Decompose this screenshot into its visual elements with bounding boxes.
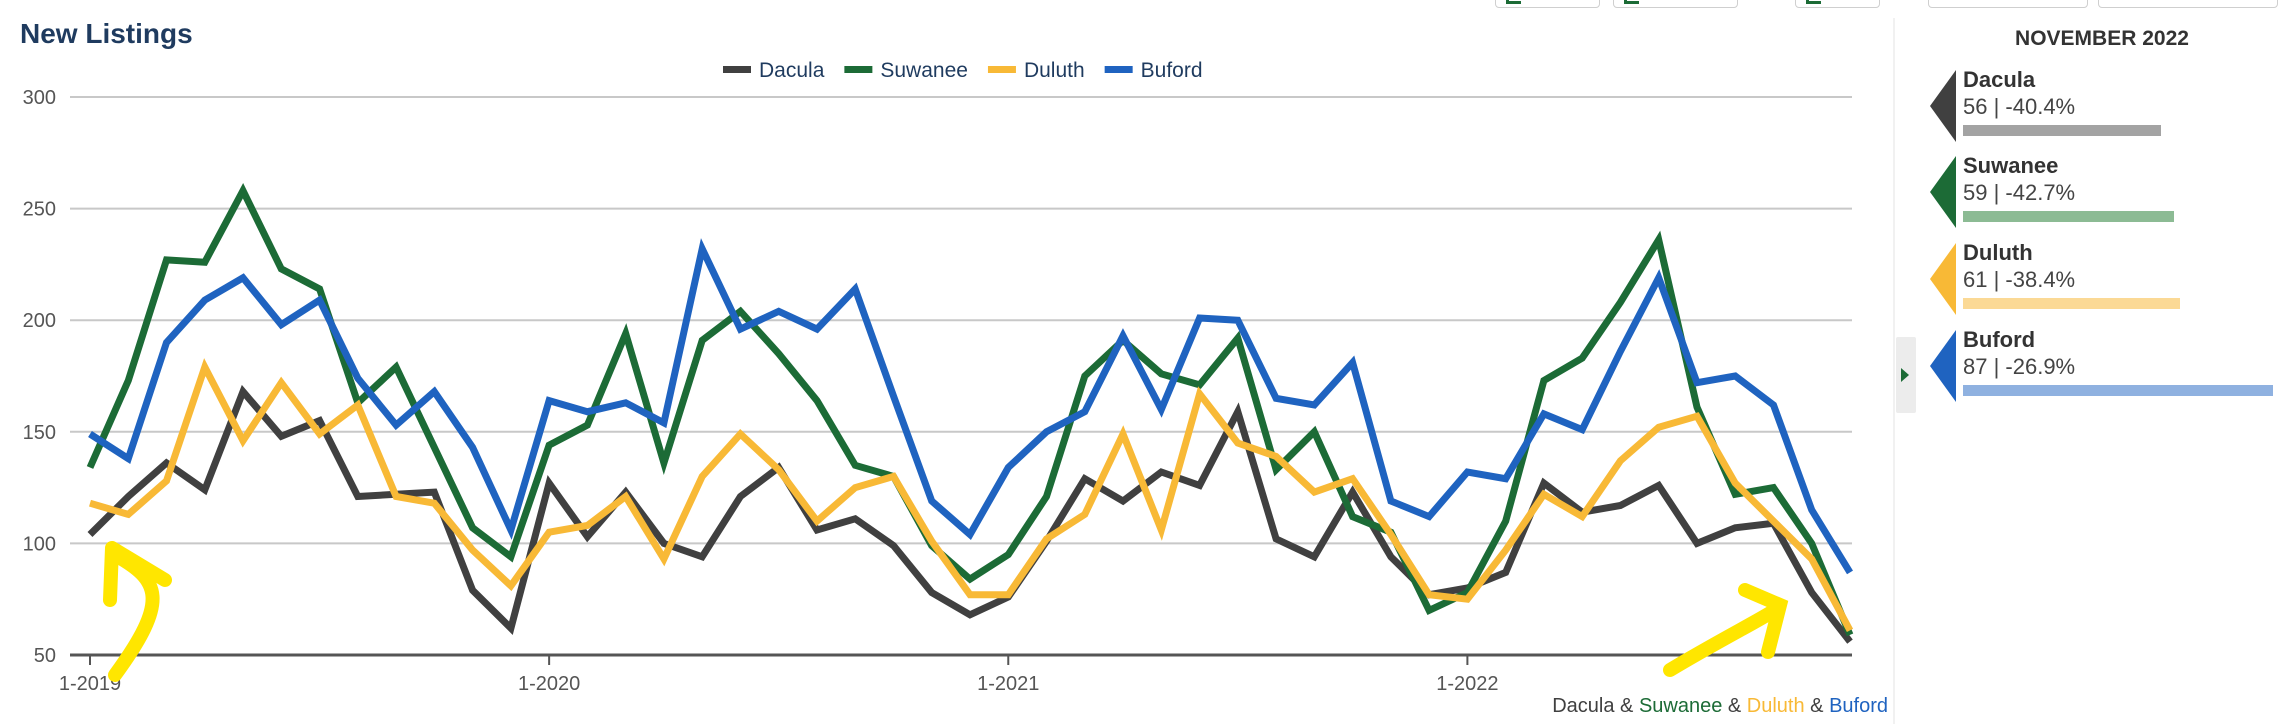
y-tick-label: 200: [23, 310, 56, 332]
y-tick-label: 100: [23, 533, 56, 555]
table-button[interactable]: [1795, 0, 1880, 8]
chart-legend: Dacula Suwanee Duluth Buford: [723, 59, 1203, 82]
series-line-buford[interactable]: [88, 238, 1853, 575]
legend-swatch-duluth: [987, 66, 1016, 73]
summary-card-value: 61 | -38.4%: [1963, 267, 2076, 292]
summary-card-bar: [1963, 385, 2273, 396]
x-tick-label: 1-2020: [518, 673, 580, 695]
panel-heading: NOVEMBER 2022: [2015, 27, 2189, 50]
y-tick-label: 150: [23, 422, 56, 444]
download-button[interactable]: [1613, 0, 1738, 8]
export-button[interactable]: [1495, 0, 1600, 8]
summary-card-suwanee[interactable]: Suwanee 59 | -42.7%: [1930, 153, 2280, 236]
footer-amp-2: &: [1722, 695, 1747, 717]
series-line-suwanee[interactable]: [86, 183, 1854, 637]
summary-card-value: 59 | -42.7%: [1963, 180, 2076, 205]
chevron-right-icon: [1901, 368, 1909, 382]
summary-card-bar: [1963, 125, 2161, 136]
chart-title: New Listings: [20, 18, 193, 49]
legend-swatch-buford: [1104, 66, 1133, 73]
summary-card-value: 87 | -26.9%: [1963, 354, 2076, 379]
share-button[interactable]: [1928, 0, 2088, 8]
footer-amp-1: &: [1614, 695, 1639, 717]
series-flag-icon: [1930, 243, 1956, 315]
summary-card-bar: [1963, 298, 2180, 309]
highlight-arrow-left: [103, 541, 172, 682]
footer-duluth: Duluth: [1746, 695, 1805, 717]
legend-item-buford[interactable]: Buford: [1141, 59, 1203, 82]
panel-separator: [1893, 18, 1895, 724]
series-line-duluth[interactable]: [89, 358, 1854, 633]
legend-item-duluth[interactable]: Duluth: [1024, 59, 1085, 82]
summary-card-dacula[interactable]: Dacula 56 | -40.4%: [1930, 67, 2280, 150]
table-icon: [1806, 0, 1821, 4]
highlight-arrow-right: [1663, 583, 1789, 677]
legend-item-dacula[interactable]: Dacula: [759, 59, 825, 82]
summary-card-name: Duluth: [1963, 240, 2033, 265]
series-line-dacula[interactable]: [87, 384, 1853, 644]
series-flag-icon: [1930, 70, 1956, 142]
summary-card-duluth[interactable]: Duluth 61 | -38.4%: [1930, 240, 2280, 323]
legend-item-suwanee[interactable]: Suwanee: [880, 59, 968, 82]
summary-card-name: Buford: [1963, 327, 2036, 352]
legend-swatch-dacula: [723, 66, 751, 73]
summary-card-value: 56 | -40.4%: [1963, 94, 2076, 119]
x-tick-label: 1-2022: [1436, 673, 1498, 695]
footer-dacula: Dacula: [1552, 695, 1615, 717]
y-tick-label: 300: [23, 87, 56, 109]
line-chart: 50 100 150 200 250 300 1-2019 1-2020 1-2021 1-202…: [23, 59, 1854, 695]
footer-buford: Buford: [1829, 695, 1888, 717]
y-tick-label: 50: [34, 645, 56, 667]
legend-swatch-suwanee: [844, 66, 873, 73]
series-flag-icon: [1930, 330, 1956, 402]
footer-suwanee: Suwanee: [1638, 695, 1723, 717]
x-tick-label: 1-2019: [59, 673, 121, 695]
x-tick-label: 1-2021: [977, 673, 1039, 695]
collapse-panel-toggle[interactable]: [1896, 337, 1916, 413]
footer-series-list: Dacula & Suwanee & Duluth & Buford: [1552, 695, 1888, 718]
summary-card-bar: [1963, 211, 2174, 222]
summary-card-name: Dacula: [1963, 67, 2036, 92]
summary-card-buford[interactable]: Buford 87 | -26.9%: [1930, 327, 2280, 410]
more-button[interactable]: [2098, 0, 2278, 8]
download-icon: [1624, 0, 1639, 4]
summary-card-name: Suwanee: [1963, 153, 2059, 178]
y-tick-label: 250: [23, 199, 56, 221]
series-flag-icon: [1930, 156, 1956, 228]
export-icon: [1506, 0, 1521, 4]
footer-amp-3: &: [1804, 695, 1830, 717]
